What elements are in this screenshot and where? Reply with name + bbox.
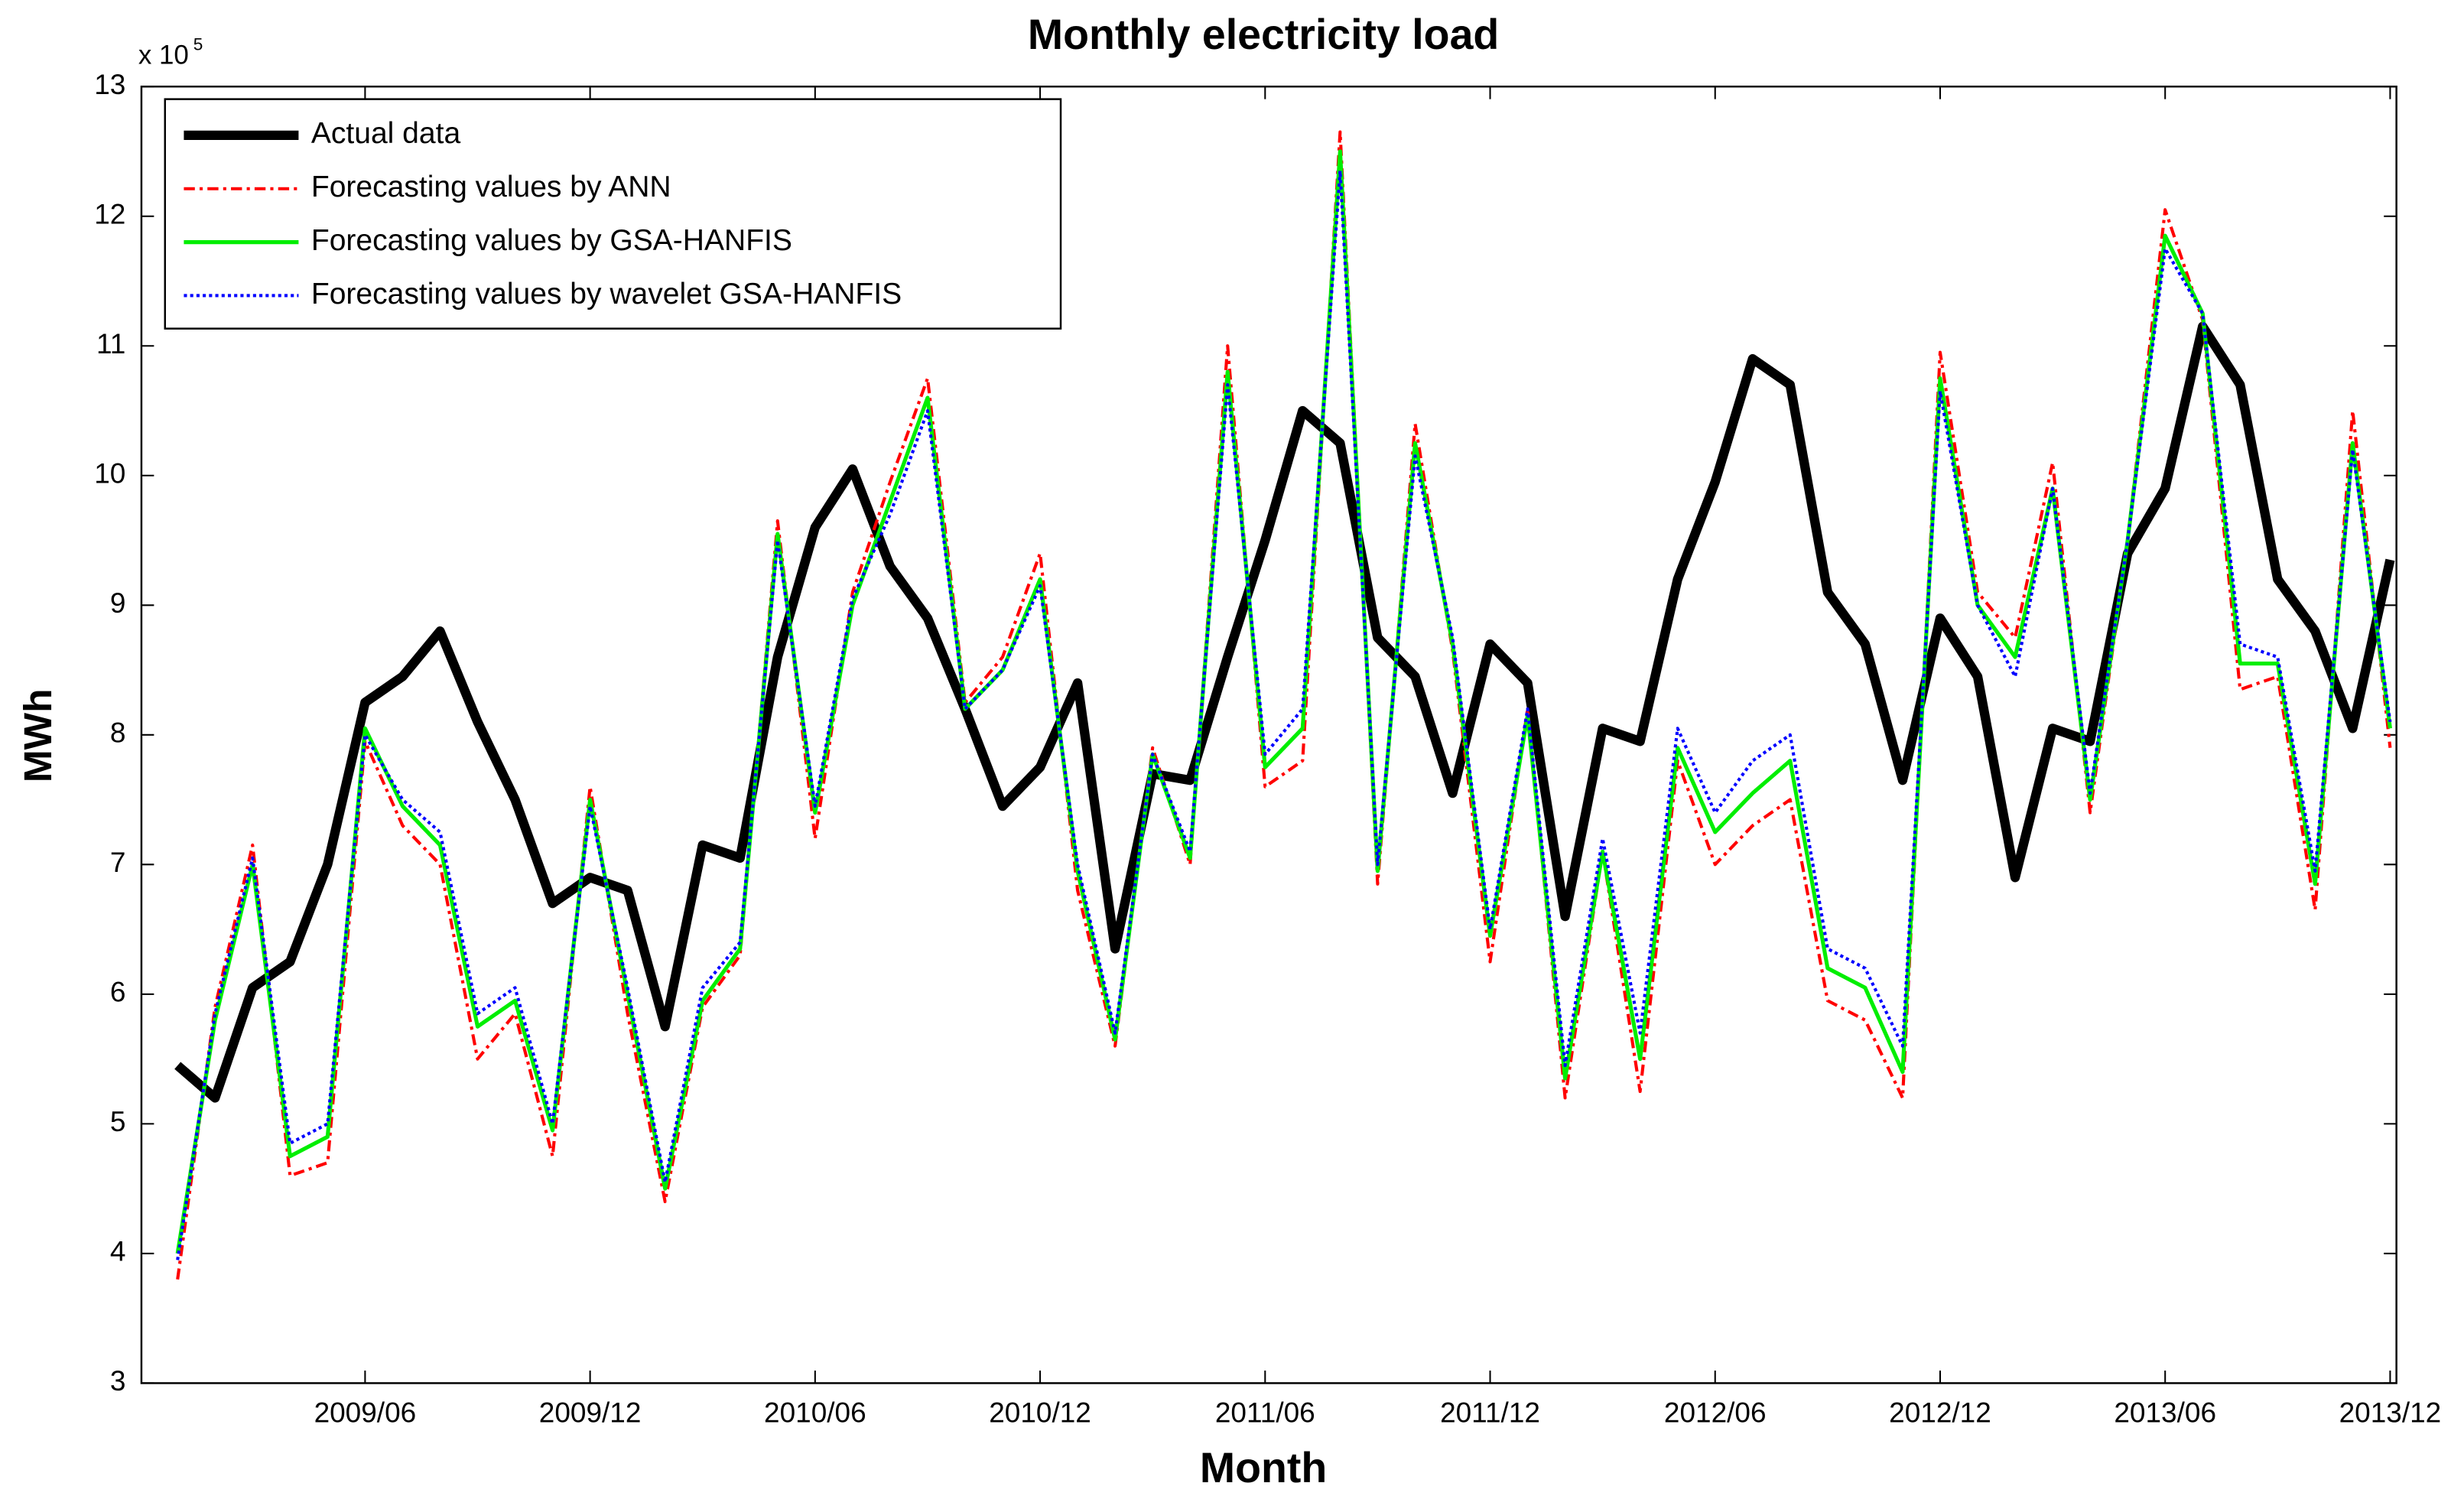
x-tick-label: 2010/06	[764, 1397, 866, 1428]
x-tick-label: 2013/06	[2114, 1397, 2216, 1428]
y-tick-label: 11	[96, 328, 125, 359]
y-tick-label: 9	[110, 587, 126, 619]
x-tick-label: 2012/12	[1889, 1397, 1991, 1428]
y-tick-label: 13	[94, 69, 125, 100]
y-axis-label: MWh	[15, 689, 60, 783]
y-tick-label: 4	[110, 1236, 126, 1267]
legend-label: Forecasting values by wavelet GSA-HANFIS	[311, 278, 902, 311]
x-tick-label: 2010/12	[989, 1397, 1091, 1428]
y-tick-label: 10	[94, 458, 125, 489]
x-tick-label: 2011/06	[1215, 1397, 1315, 1428]
x-tick-label: 2009/06	[314, 1397, 417, 1428]
series-line	[174, 321, 2395, 1103]
y-tick-label: 7	[110, 847, 126, 878]
y-multiplier: x 10	[138, 40, 189, 70]
series-line	[175, 149, 2392, 1254]
legend: Actual data Forecasting values by ANN Fore…	[164, 98, 1062, 330]
series-line	[176, 169, 2392, 1260]
y-tick-label: 3	[110, 1365, 126, 1397]
chart-title: Monthly electricity load	[1028, 11, 1499, 58]
y-multiplier-exponent: 5	[193, 35, 203, 54]
x-tick-label: 2012/06	[1664, 1397, 1767, 1428]
x-tick-label: 2011/12	[1440, 1397, 1540, 1428]
legend-label: Forecasting values by ANN	[311, 171, 671, 203]
legend-box	[164, 98, 1062, 330]
series-line	[176, 130, 2392, 1280]
y-tick-label: 6	[110, 977, 126, 1008]
x-tick-label: 2009/12	[539, 1397, 642, 1428]
y-tick-label: 5	[110, 1106, 126, 1137]
x-tick-label: 2013/12	[2339, 1397, 2442, 1428]
x-axis-label: Month	[1200, 1444, 1327, 1491]
y-tick-label: 8	[110, 717, 126, 749]
legend-label: Forecasting values by GSA-HANFIS	[311, 224, 792, 257]
y-tick-label: 12	[94, 198, 125, 229]
legend-label: Actual data	[311, 117, 461, 150]
